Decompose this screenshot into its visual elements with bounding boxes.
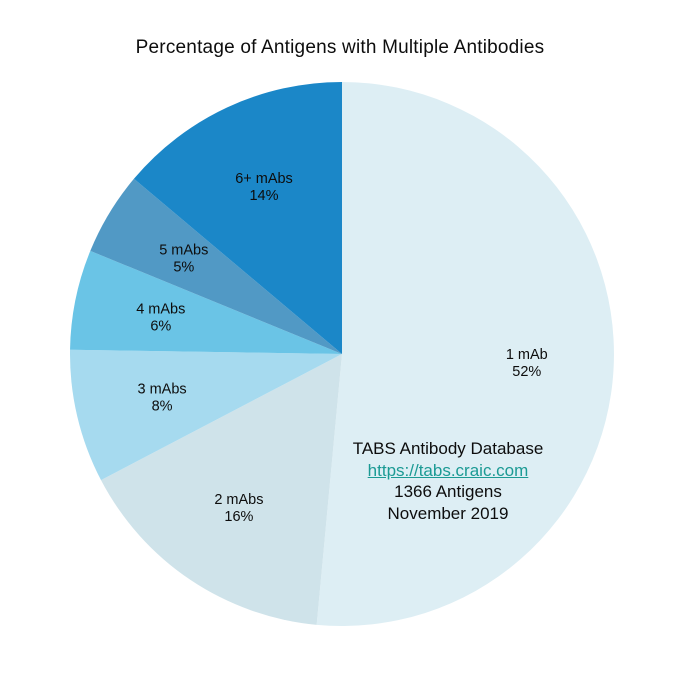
pie-slice-5-mabs [90, 178, 342, 354]
annotation-block: TABS Antibody Database https://tabs.crai… [353, 438, 544, 524]
annotation-date: November 2019 [387, 503, 509, 523]
pie-slice-2-mabs [101, 354, 342, 625]
slice-label-3-mabs: 3 mAbs 8% [138, 381, 187, 414]
chart-title: Percentage of Antigens with Multiple Ant… [135, 37, 545, 58]
pie-slice-6-mabs [133, 81, 342, 354]
slice-label-5-mabs: 5 mAbs 5% [159, 243, 208, 276]
pie-slice-1-mab [316, 82, 614, 626]
annotation-antigen-count: 1366 Antigens [394, 482, 502, 501]
annotation-database: TABS Antibody Database [352, 439, 544, 458]
slice-label-1-mab: 1 mAb 52% [506, 347, 548, 380]
annotation-link[interactable]: https://tabs.craic.com [367, 460, 529, 480]
pie-slice-3-mabs [69, 349, 342, 481]
slice-label-4-mabs: 4 mAbs 6% [136, 301, 185, 334]
slice-label-2-mabs: 2 mAbs 16% [214, 492, 263, 525]
pie-slice-4-mabs [70, 250, 342, 354]
slice-label-6-mabs: 6+ mAbs 14% [235, 171, 293, 204]
